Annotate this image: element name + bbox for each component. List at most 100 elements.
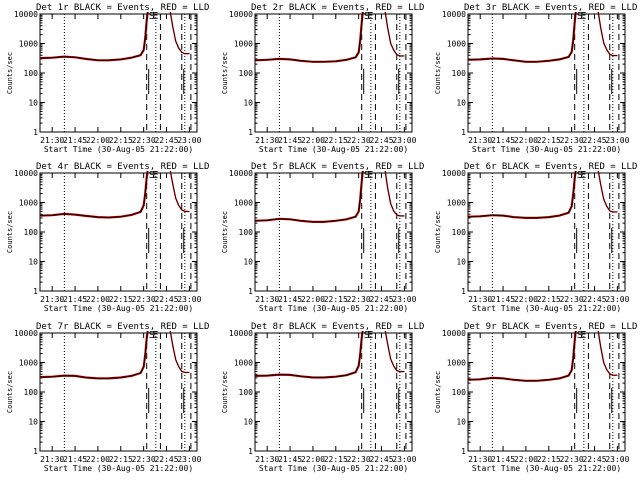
end-marker-label: E [367,170,373,181]
x-tick-label: 21:30 [40,455,64,464]
x-tick-label: 23:00 [177,295,201,304]
series-line-events [40,171,149,219]
x-tick-label: 21:45 [278,136,302,145]
x-tick-label: 22:00 [301,455,325,464]
y-tick-label: 1000 [234,359,253,368]
y-axis-label: Counts/sec [221,371,229,413]
series-line-events-tail [169,12,190,55]
end-marker-label: E [580,330,586,341]
y-tick-label: 10000 [14,10,38,19]
y-tick-label: 1 [461,447,466,456]
y-tick-label: 100 [239,388,254,397]
x-tick-label: 21:30 [40,295,64,304]
y-tick-label: 1000 [19,359,38,368]
series-line-lld [384,171,405,217]
x-tick-label: 22:00 [514,455,538,464]
series-line-events-tail [170,171,190,212]
y-tick-label: 10000 [442,10,466,19]
series-line-events-tail [597,331,618,376]
x-tick-label: 21:30 [255,455,279,464]
x-axis-label: Start Time (30-Aug-05 21:22:00) [472,464,621,473]
y-tick-label: 1000 [19,199,38,208]
y-axis-label: Counts/sec [434,52,442,94]
x-tick-label: 22:30 [347,295,371,304]
y-tick-label: 100 [24,69,39,78]
series-line-events-tail [169,331,190,373]
series-line-events-tail [597,171,618,213]
end-marker-label: E [367,330,373,341]
y-tick-label: 10000 [442,329,466,338]
y-tick-label: 10000 [14,329,38,338]
y-tick-label: 10 [28,258,38,267]
x-tick-label: 22:30 [132,136,156,145]
y-tick-label: 1000 [234,199,253,208]
y-tick-label: 100 [452,228,467,237]
y-tick-label: 10 [243,258,253,267]
y-tick-label: 100 [452,388,467,397]
y-tick-label: 10 [243,99,253,108]
series-line-lld [169,12,190,55]
series-line-events [255,12,364,63]
series-line-events-tail [597,12,618,56]
start-marker-label: S [364,330,370,341]
x-tick-label: 23:00 [392,455,416,464]
x-tick-label: 22:15 [324,295,348,304]
y-tick-label: 1 [33,447,38,456]
y-tick-label: 10000 [229,10,253,19]
start-marker-label: S [577,330,583,341]
x-tick-label: 22:45 [369,295,393,304]
series-line-lld [597,331,618,376]
x-tick-label: 21:45 [278,295,302,304]
y-tick-label: 1 [248,287,253,296]
x-tick-label: 21:45 [491,455,515,464]
x-tick-label: 22:00 [301,136,325,145]
x-tick-label: 23:00 [392,295,416,304]
start-marker-label: S [149,170,155,181]
x-tick-label: 22:45 [369,136,393,145]
y-tick-label: 100 [24,228,39,237]
x-tick-label: 22:15 [324,455,348,464]
x-tick-label: 22:30 [560,136,584,145]
y-tick-label: 10 [456,99,466,108]
panel-title: Det 8r BLACK = Events, RED = LLD [251,322,424,332]
x-tick-label: 22:30 [560,455,584,464]
start-marker-label: S [577,170,583,181]
x-axis-label: Start Time (30-Aug-05 21:22:00) [44,304,193,313]
y-tick-label: 1000 [19,40,38,49]
x-tick-label: 21:30 [255,136,279,145]
x-tick-label: 22:30 [347,455,371,464]
x-tick-label: 22:15 [109,455,133,464]
y-axis-label: Counts/sec [221,52,229,94]
start-marker-label: S [364,11,370,22]
x-axis-label: Start Time (30-Aug-05 21:22:00) [472,145,621,154]
x-tick-label: 21:45 [63,136,87,145]
x-tick-label: 21:30 [255,295,279,304]
end-marker-label: E [152,170,158,181]
x-tick-label: 22:30 [560,295,584,304]
y-tick-label: 1 [461,287,466,296]
x-tick-label: 22:30 [132,455,156,464]
y-axis-label: Counts/sec [434,211,442,253]
panel-1: Det 1r BLACK = Events, RED = LLD 1 10 100 10… [6,3,209,154]
y-tick-label: 100 [452,69,467,78]
y-tick-label: 1000 [447,359,466,368]
series-line-events-tail [384,12,405,57]
series-line-events [255,171,364,223]
x-tick-label: 22:00 [86,455,110,464]
x-axis-label: Start Time (30-Aug-05 21:22:00) [472,304,621,313]
series-line-lld [169,331,190,374]
series-line-lld-underlay [255,171,364,223]
series-line-lld [597,171,618,213]
x-tick-label: 22:30 [132,295,156,304]
y-tick-label: 100 [239,228,254,237]
end-marker-label: E [367,11,373,22]
x-tick-label: 22:45 [369,455,393,464]
y-axis-label: Counts/sec [6,211,14,253]
y-tick-label: 1 [248,447,253,456]
y-axis-label: Counts/sec [6,52,14,94]
x-tick-label: 23:00 [392,136,416,145]
x-tick-label: 23:00 [605,295,629,304]
x-axis-label: Start Time (30-Aug-05 21:22:00) [259,145,408,154]
y-tick-label: 1 [33,128,38,137]
x-tick-label: 23:00 [177,455,201,464]
